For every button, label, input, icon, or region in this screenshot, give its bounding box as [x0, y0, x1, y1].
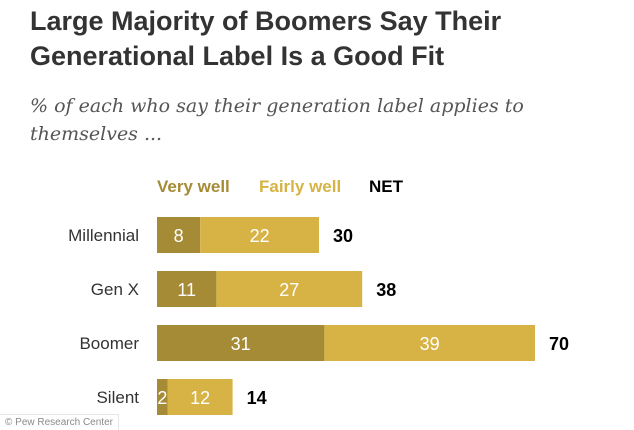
legend-fairly-well: Fairly well: [259, 177, 341, 196]
bar-millennial-fairly-well: [200, 217, 319, 253]
bar-boomer-fairly-well: [324, 325, 535, 361]
category-label-boomer: Boomer: [79, 334, 139, 353]
bar-silent-very-well: [157, 379, 168, 415]
net-label-silent: 14: [247, 388, 267, 408]
value-label-boomer-very-well: 31: [231, 334, 251, 354]
net-label-gen-x: 38: [376, 280, 396, 300]
value-label-boomer-fairly-well: 39: [420, 334, 440, 354]
bar-silent-fairly-well: [167, 379, 233, 415]
value-label-millennial-very-well: 8: [174, 226, 184, 246]
legend-very-well: Very well: [157, 177, 230, 196]
bar-gen-x-very-well: [157, 271, 217, 307]
chart-title: Large Majority of Boomers Say Their Gene…: [30, 6, 502, 71]
net-label-millennial: 30: [333, 226, 353, 246]
bar-boomer-very-well: [157, 325, 325, 361]
net-label-boomer: 70: [549, 334, 569, 354]
category-label-gen-x: Gen X: [91, 280, 139, 299]
value-label-millennial-fairly-well: 22: [250, 226, 270, 246]
stacked-bar-chart: Very well Fairly well NET Millennial 8 22 30 Ge…: [68, 177, 569, 415]
bar-millennial-very-well: [157, 217, 201, 253]
category-label-silent: Silent: [96, 388, 139, 407]
legend-net: NET: [369, 177, 404, 196]
value-label-gen-x-very-well: 11: [177, 280, 196, 300]
chart-subtitle: % of each who say their generation label…: [30, 95, 524, 145]
bar-gen-x-fairly-well: [216, 271, 363, 307]
value-label-silent-very-well: 2: [157, 388, 167, 408]
value-label-gen-x-fairly-well: 27: [279, 280, 299, 300]
value-label-silent-fairly-well: 12: [190, 388, 210, 408]
source-credit: © Pew Research Center: [0, 414, 119, 430]
category-label-millennial: Millennial: [68, 226, 139, 245]
